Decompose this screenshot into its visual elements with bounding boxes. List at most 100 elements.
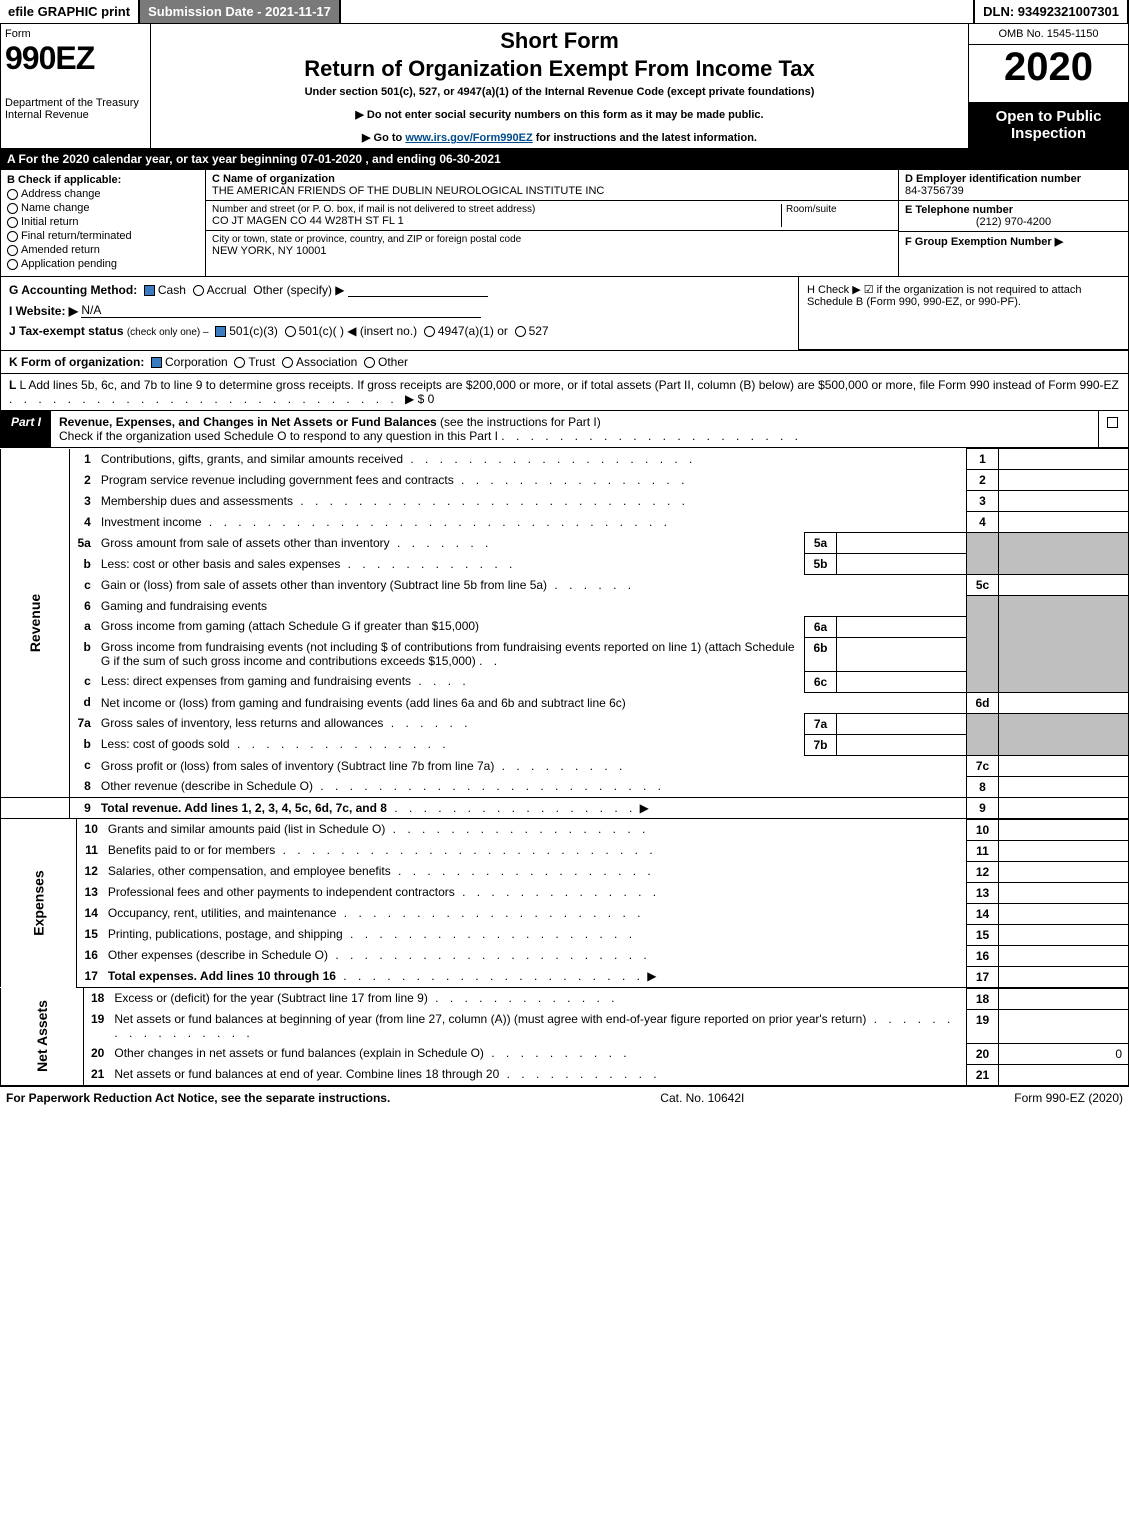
row-11-num: 11 [77, 840, 103, 861]
e-label: E Telephone number [905, 204, 1013, 216]
cb-initial-return[interactable]: Initial return [7, 216, 199, 228]
row-6d-text: Net income or (loss) from gaming and fun… [96, 692, 967, 713]
cb-amended-return-label: Amended return [21, 244, 100, 256]
netassets-side-label: Net Assets [1, 988, 84, 1085]
expenses-table: Expenses 10 Grants and similar amounts p… [0, 819, 1129, 988]
revenue-side-label: Revenue [1, 449, 70, 798]
k-other-radio[interactable] [364, 357, 375, 368]
part1-paren: (see the instructions for Part I) [440, 415, 601, 429]
instr-post: for instructions and the latest informat… [533, 132, 757, 144]
row-6-num: 6 [70, 596, 96, 617]
cb-name-change[interactable]: Name change [7, 202, 199, 214]
j-501c3-checkbox[interactable] [215, 326, 226, 337]
row-15-num: 15 [77, 924, 103, 945]
part1-check-line: Check if the organization used Schedule … [59, 429, 498, 443]
header-left: Form 990EZ Department of the Treasury In… [1, 24, 151, 148]
row-20-box: 20 [967, 1043, 999, 1064]
row-6a-mini: 6a [805, 616, 837, 637]
row-7ab-shade-val [999, 713, 1129, 755]
row-2-text: Program service revenue including govern… [96, 470, 967, 491]
row-6a-minival [837, 616, 967, 637]
k-assoc: Association [296, 355, 357, 369]
g-cash-checkbox[interactable] [144, 285, 155, 296]
row-14-val [999, 903, 1129, 924]
row-3-text: Membership dues and assessments . . . . … [96, 491, 967, 512]
cb-amended-return[interactable]: Amended return [7, 244, 199, 256]
omb-number: OMB No. 1545-1150 [969, 24, 1128, 45]
row-7b-num: b [70, 734, 96, 755]
j-4947-radio[interactable] [424, 326, 435, 337]
row-6d-box: 6d [967, 692, 999, 713]
k-trust-radio[interactable] [234, 357, 245, 368]
j-4947: 4947(a)(1) or [438, 324, 508, 338]
e-phone: (212) 970-4200 [905, 216, 1122, 228]
cb-name-change-label: Name change [21, 202, 90, 214]
subtitle: Under section 501(c), 527, or 4947(a)(1)… [155, 86, 964, 98]
cb-application-pending[interactable]: Application pending [7, 258, 199, 270]
c-street-row: Number and street (or P. O. box, if mail… [206, 201, 898, 231]
k-other: Other [378, 355, 408, 369]
row-9-num: 9 [70, 797, 96, 818]
row-7ab-shade-num [967, 713, 999, 755]
row-5ab-shade-num [967, 533, 999, 575]
h-text: H Check ▶ ☑ if the organization is not r… [807, 284, 1082, 308]
e-block: E Telephone number (212) 970-4200 [899, 200, 1128, 231]
row-6d-val [999, 692, 1129, 713]
short-form-title: Short Form [155, 28, 964, 54]
g-other-blank[interactable] [348, 296, 488, 297]
row-6b-minival [837, 637, 967, 671]
g-accrual-radio[interactable] [193, 285, 204, 296]
row-6c-minival [837, 671, 967, 692]
row-19-text: Net assets or fund balances at beginning… [109, 1009, 966, 1043]
f-block: F Group Exemption Number ▶ [899, 231, 1128, 251]
row-2-val [999, 470, 1129, 491]
footer-paperwork: For Paperwork Reduction Act Notice, see … [6, 1091, 390, 1105]
expenses-side-label: Expenses [1, 819, 77, 987]
j-501c-radio[interactable] [285, 326, 296, 337]
i-website: N/A [81, 303, 481, 318]
row-5b-minival [837, 554, 967, 575]
row-19-val [999, 1009, 1129, 1043]
row-3-box: 3 [967, 491, 999, 512]
row-10-box: 10 [967, 819, 999, 840]
irs-link[interactable]: www.irs.gov/Form990EZ [405, 132, 532, 144]
efile-print-label[interactable]: efile GRAPHIC print [0, 0, 140, 23]
instruction-ssn: ▶ Do not enter social security numbers o… [155, 108, 964, 121]
row-8-box: 8 [967, 776, 999, 797]
cb-address-change[interactable]: Address change [7, 188, 199, 200]
part1-title: Revenue, Expenses, and Changes in Net As… [59, 415, 437, 429]
row-17-text: Total expenses. Add lines 10 through 16 … [103, 966, 967, 987]
k-association-radio[interactable] [282, 357, 293, 368]
row-16-text: Other expenses (describe in Schedule O) … [103, 945, 967, 966]
row-6a-num: a [70, 616, 96, 637]
d-block: D Employer identification number 84-3756… [899, 170, 1128, 200]
line-l: L L Add lines 5b, 6c, and 7b to line 9 t… [0, 374, 1129, 411]
row-1-num: 1 [70, 449, 96, 470]
f-label: F Group Exemption Number ▶ [905, 236, 1063, 248]
row-21-box: 21 [967, 1064, 999, 1085]
g-accrual: Accrual [207, 283, 247, 297]
section-b: B Check if applicable: Address change Na… [1, 170, 206, 276]
dln-label: DLN: 93492321007301 [975, 0, 1129, 23]
row-14-text: Occupancy, rent, utilities, and maintena… [103, 903, 967, 924]
row-14-num: 14 [77, 903, 103, 924]
row-6c-mini: 6c [805, 671, 837, 692]
row-11-text: Benefits paid to or for members . . . . … [103, 840, 967, 861]
revenue-table: Revenue 1 Contributions, gifts, grants, … [0, 448, 1129, 819]
part1-desc: Revenue, Expenses, and Changes in Net As… [51, 411, 1098, 447]
row-4-num: 4 [70, 512, 96, 533]
open-public-inspection: Open to Public Inspection [969, 102, 1128, 148]
part1-endcheckbox[interactable] [1098, 411, 1128, 447]
row-5c-text: Gain or (loss) from sale of assets other… [96, 575, 967, 596]
row-4-text: Investment income . . . . . . . . . . . … [96, 512, 967, 533]
g-label: G Accounting Method: [9, 283, 137, 297]
row-5c-box: 5c [967, 575, 999, 596]
cb-final-return[interactable]: Final return/terminated [7, 230, 199, 242]
cb-address-change-label: Address change [21, 188, 101, 200]
j-527-radio[interactable] [515, 326, 526, 337]
row-20-num: 20 [83, 1043, 109, 1064]
k-corporation-checkbox[interactable] [151, 357, 162, 368]
row-19-num: 19 [83, 1009, 109, 1043]
row-6b-pre: Gross income from fundraising events (no… [101, 640, 388, 654]
row-4-val [999, 512, 1129, 533]
